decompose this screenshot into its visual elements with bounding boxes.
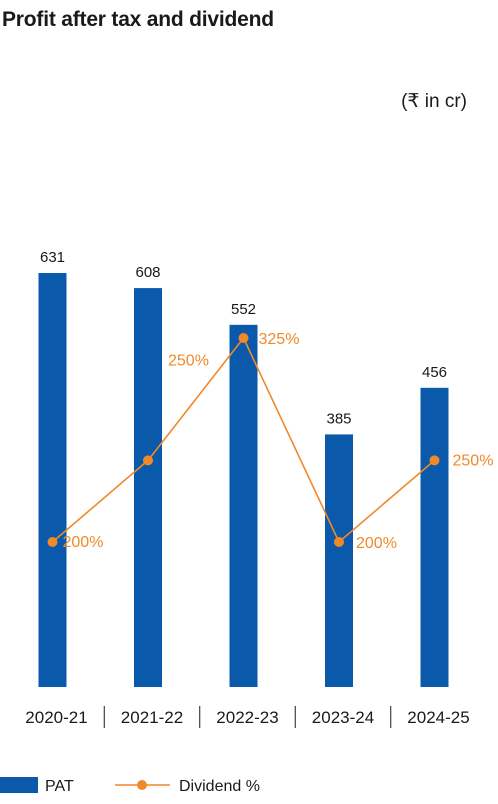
category-label: 2022-23 (216, 708, 278, 727)
pat-value-label: 552 (231, 301, 256, 318)
dividend-label: 200% (356, 535, 397, 552)
pat-bar (325, 434, 353, 687)
pat-bar (38, 273, 67, 687)
dividend-label: 325% (259, 331, 300, 348)
pat-value-label: 608 (135, 264, 160, 281)
dividend-label: 250% (453, 452, 494, 469)
legend-dividend-label: Dividend % (179, 778, 260, 795)
pat-bar (229, 324, 258, 687)
category-label: 2020-21 (25, 708, 87, 727)
dividend-point (334, 537, 344, 547)
dividend-point (429, 455, 440, 466)
legend-pat-swatch (0, 777, 38, 793)
category-label: 2023-24 (312, 708, 374, 727)
category-label: 2021-22 (121, 708, 183, 727)
dividend-label: 250% (168, 352, 209, 369)
dividend-point (143, 455, 153, 466)
legend-dividend-marker (137, 780, 147, 790)
unit-label: (₹ in cr) (401, 91, 467, 112)
pat-value-label: 631 (40, 249, 65, 266)
dividend-point (47, 537, 58, 547)
legend-pat-label: PAT (45, 778, 74, 795)
chart-title: Profit after tax and dividend (2, 8, 274, 31)
pat-value-label: 456 (422, 364, 447, 381)
dividend-point (238, 333, 249, 343)
pat-value-label: 385 (326, 410, 351, 427)
dividend-label: 200% (63, 534, 104, 551)
pat-bar (420, 387, 449, 687)
category-label: 2024-25 (407, 708, 469, 727)
pat-bar (134, 288, 162, 687)
